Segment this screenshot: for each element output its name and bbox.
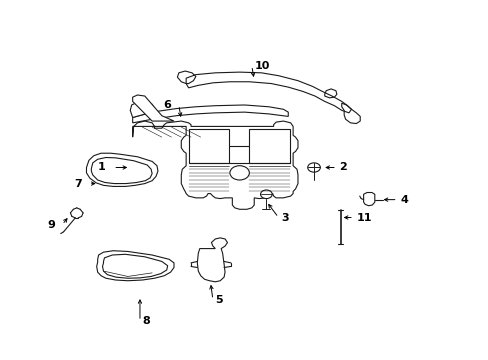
Text: 4: 4	[399, 195, 407, 204]
Circle shape	[307, 163, 320, 172]
Circle shape	[229, 166, 249, 180]
Polygon shape	[249, 129, 289, 163]
Text: 7: 7	[74, 179, 81, 189]
Polygon shape	[132, 105, 287, 123]
Polygon shape	[188, 129, 228, 163]
Text: 1: 1	[98, 162, 106, 172]
Text: 8: 8	[142, 316, 150, 326]
Text: 6: 6	[163, 100, 171, 110]
Text: 3: 3	[281, 212, 288, 222]
Polygon shape	[132, 95, 174, 121]
Circle shape	[260, 190, 272, 199]
Text: 10: 10	[254, 61, 269, 71]
Text: 2: 2	[339, 162, 346, 172]
Polygon shape	[130, 102, 154, 117]
Text: 5: 5	[215, 295, 223, 305]
Polygon shape	[91, 157, 152, 184]
Text: 9: 9	[47, 220, 55, 230]
Text: 11: 11	[356, 212, 371, 222]
